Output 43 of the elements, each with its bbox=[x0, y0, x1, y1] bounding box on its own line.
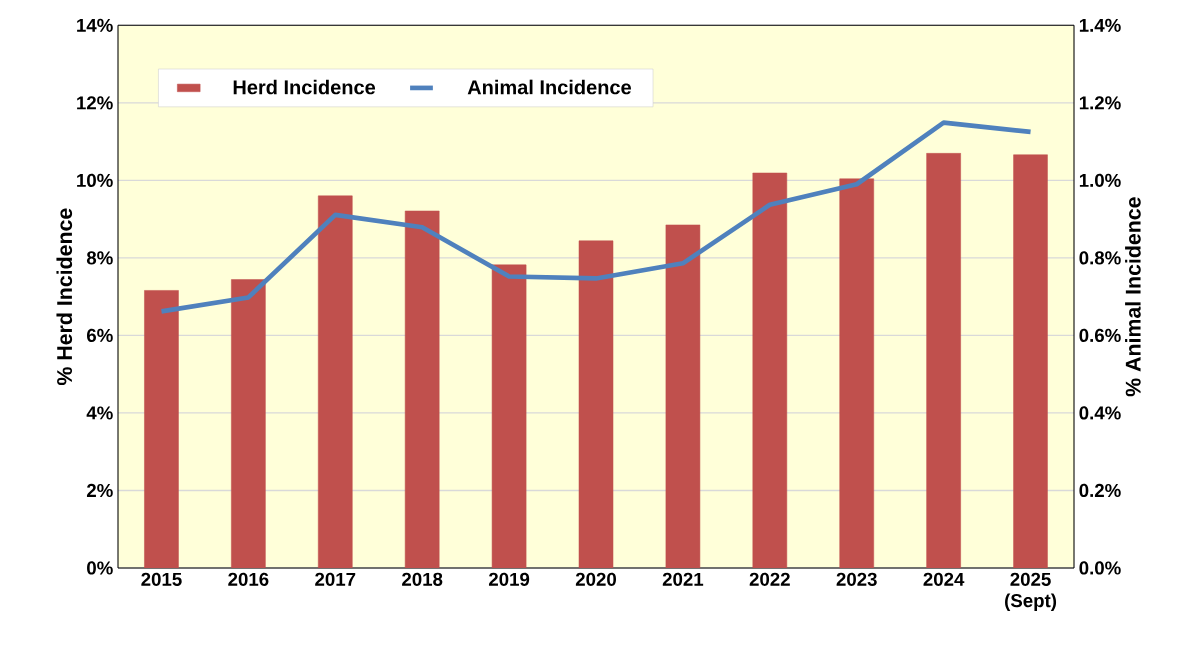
bar bbox=[926, 152, 961, 568]
y-tick-label: 12% bbox=[77, 96, 113, 110]
y2-tick-label: 0.4% bbox=[1079, 406, 1121, 420]
x-tick-label: 2017 bbox=[315, 572, 356, 586]
y-tick-label: 14% bbox=[77, 18, 113, 32]
bar bbox=[231, 279, 266, 568]
y2-tick-label: 0.8% bbox=[1079, 251, 1121, 265]
y2-tick-label: 1.2% bbox=[1079, 96, 1121, 110]
x-tick-label: 2018 bbox=[402, 572, 443, 586]
bar bbox=[144, 290, 179, 568]
bar bbox=[752, 172, 788, 568]
y2-axis-title: % Animal Incidence bbox=[1125, 197, 1141, 397]
y2-tick-label: 1.4% bbox=[1079, 18, 1121, 32]
bar bbox=[1013, 154, 1048, 568]
y2-tick-label: 0.2% bbox=[1079, 483, 1121, 498]
x-tick-label: 2021 bbox=[662, 572, 704, 586]
y2-tick-label: 1.0% bbox=[1079, 173, 1121, 187]
x-tick-label: 2015 bbox=[141, 572, 182, 586]
x-tick-label: 2016 bbox=[228, 572, 269, 586]
y-axis-title: % Herd Incidence bbox=[56, 208, 73, 386]
x-tick-label: 2023 bbox=[836, 572, 877, 586]
bar bbox=[318, 195, 353, 568]
x-tick-label: 2022 bbox=[749, 572, 790, 586]
x-tick-label: 2019 bbox=[488, 572, 530, 586]
y-tick-label: 6% bbox=[87, 328, 113, 343]
y-tick-label: 0% bbox=[87, 561, 113, 575]
x-tick-label: 2024 bbox=[923, 572, 965, 586]
y-tick-label: 4% bbox=[86, 406, 113, 420]
bar bbox=[491, 264, 527, 568]
bar bbox=[404, 210, 440, 568]
y-tick-label: 8% bbox=[86, 251, 113, 265]
y-tick-label: 2% bbox=[86, 483, 113, 498]
y2-tick-label: 0.6% bbox=[1079, 328, 1121, 343]
x-tick-label: 2020 bbox=[575, 572, 616, 586]
y2-tick-label: 0.0% bbox=[1079, 561, 1121, 575]
x-tick-label: 2025 (Sept) bbox=[1005, 572, 1057, 611]
bar bbox=[665, 224, 701, 568]
line-series bbox=[159, 120, 1033, 314]
legend-label: Animal Incidence bbox=[467, 79, 631, 95]
bar bbox=[839, 178, 874, 568]
legend-label: Herd Incidence bbox=[233, 79, 376, 95]
y-tick-label: 10% bbox=[77, 173, 113, 187]
bar bbox=[578, 240, 614, 568]
